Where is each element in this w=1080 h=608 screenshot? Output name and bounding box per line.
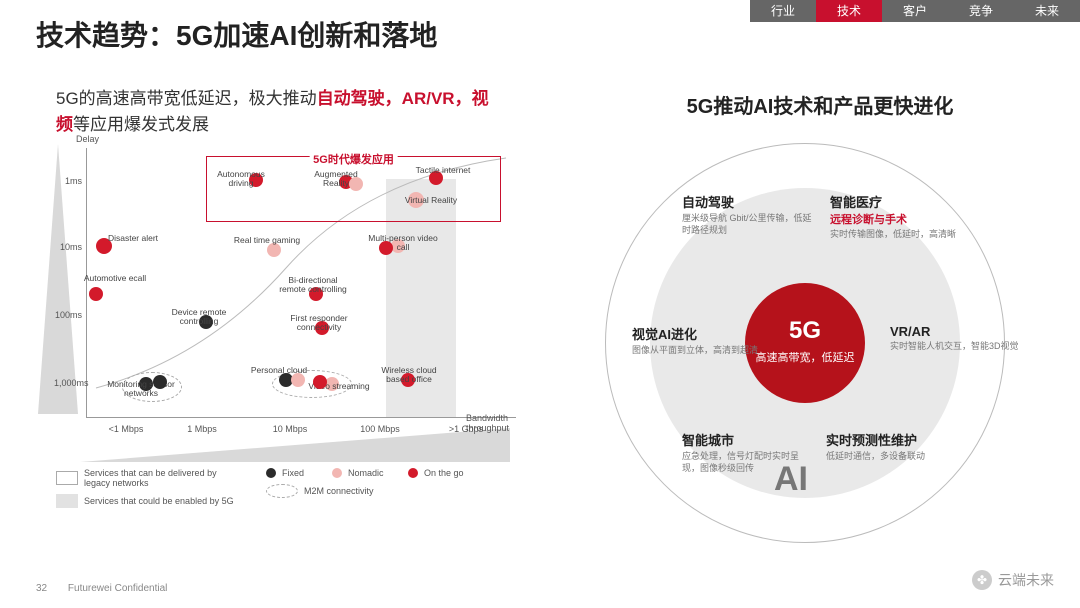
nav-tab-future[interactable]: 未来 [1014,0,1080,22]
circle-item-title: VR/AR [890,324,1020,339]
left-subtitle-pre: 5G的高速高带宽低延迟，极大推动 [56,89,317,108]
data-point-label: Autonomous driving [206,170,276,189]
x-tick: 100 Mbps [350,424,410,434]
circle-item-title: 实时预测性维护 [826,430,956,449]
circle-item-title: 视觉AI进化 [632,324,762,343]
data-point-label: Device remote controlling [164,308,234,327]
five-g-apps-title: 5G时代爆发应用 [309,151,398,167]
chart-legend: Services that can be delivered by legacy… [56,468,516,514]
core-title: 5G [745,283,865,345]
data-point-label: Personal cloud [244,366,314,375]
scatter-chart: Delay Bandwidth throughput 5G时代爆发应用 1ms1… [56,148,516,448]
legend-swatch-5g [56,494,78,508]
legend-swatch-legacy [56,471,78,485]
circle-item-desc: 实时传输图像，低延时，高清晰 [830,229,960,241]
data-point [313,375,327,389]
data-point-label: Automotive ecall [80,274,150,283]
nav-tab-customer[interactable]: 客户 [882,0,948,22]
nav-tab-tech[interactable]: 技术 [816,0,882,22]
circle-item-desc: 厘米级导航 Gbit/公里传输，低延时路径规划 [682,213,812,236]
legend-dot-onthego [408,468,418,478]
data-point-label: First responder connectivity [284,314,354,333]
watermark: ✤ 云端未来 [972,570,1054,590]
data-point [291,373,305,387]
legend-legacy: Services that can be delivered by legacy… [84,468,244,488]
watermark-text: 云端未来 [998,570,1054,590]
right-subtitle: 5G推动AI技术和产品更快进化 [640,90,1000,119]
y-tick: 1ms [54,176,82,186]
y-tick: 10ms [54,242,82,252]
wechat-icon: ✤ [972,570,992,590]
y-axis-label: Delay [76,134,99,144]
legend-dot-nomadic [332,468,342,478]
data-point [379,241,393,255]
left-subtitle: 5G的高速高带宽低延迟，极大推动自动驾驶，AR/VR，视频等应用爆发式发展 [56,86,496,137]
x-tick: 10 Mbps [260,424,320,434]
legend-m2m-icon [266,484,298,498]
data-point-label: Bi-directional remote controlling [278,276,348,295]
data-point [349,177,363,191]
core-circle: 5G 高速高带宽，低延迟 [745,283,865,403]
legend-nomadic: Nomadic [348,468,408,478]
circle-item-desc: 图像从平面到立体，高清到超清 [632,345,762,357]
circle-item: 智能城市应急处理，信号灯配时实时呈现，图像秒级回传 [682,430,812,474]
y-tick: 1,000ms [54,378,82,388]
core-sub: 高速高带宽，低延迟 [745,349,865,365]
nav-tab-competition[interactable]: 竞争 [948,0,1014,22]
circle-item: 智能医疗远程诊断与手术实时传输图像，低延时，高清晰 [830,192,960,241]
data-point-label: Real time gaming [232,236,302,245]
confidential-label: Futurewei Confidential [68,583,168,594]
x-tick: 1 Mbps [172,424,232,434]
circle-item: 视觉AI进化图像从平面到立体，高清到超清 [632,324,762,357]
circle-item-title: 自动驾驶 [682,192,812,211]
circle-item-desc: 低延时通信，多设备联动 [826,451,956,463]
top-nav: 行业 技术 客户 竞争 未来 [750,0,1080,22]
circle-item: VR/AR 实时智能人机交互，智能3D视觉 [890,324,1020,353]
legend-onthego: On the go [424,468,464,478]
page-footer: 32 Futurewei Confidential [36,583,167,594]
ai-circle-diagram: 5G 高速高带宽，低延迟 AI 自动驾驶厘米级导航 Gbit/公里传输，低延时路… [590,128,1020,558]
x-tick: <1 Mbps [96,424,156,434]
x-tick: >1 Gbps [436,424,496,434]
y-tick: 100ms [54,310,82,320]
legend-m2m: M2M connectivity [304,486,374,496]
data-point-label: Virtual Reality [396,196,466,205]
page-number: 32 [36,583,47,594]
circle-item-title: 智能医疗 [830,192,960,211]
legend-dot-fixed [266,468,276,478]
legend-5g: Services that could be enabled by 5G [84,496,244,506]
circle-item: 实时预测性维护低延时通信，多设备联动 [826,430,956,463]
legend-fixed: Fixed [282,468,332,478]
circle-item-subtitle: 远程诊断与手术 [830,211,960,227]
left-subtitle-post: 等应用爆发式发展 [73,115,209,134]
data-point-label: Disaster alert [98,234,168,243]
circle-item-desc: 应急处理，信号灯配时实时呈现，图像秒级回传 [682,451,812,474]
circle-item: 自动驾驶厘米级导航 Gbit/公里传输，低延时路径规划 [682,192,812,236]
data-point-label: Wireless cloud based office [374,366,444,385]
nav-tab-industry[interactable]: 行业 [750,0,816,22]
data-point [89,287,103,301]
circle-item-desc: 实时智能人机交互，智能3D视觉 [890,341,1020,353]
page-title: 技术趋势：5G加速AI创新和落地 [36,14,437,54]
circle-item-title: 智能城市 [682,430,812,449]
data-point [153,375,167,389]
data-point-label: Tactile internet [408,166,478,175]
